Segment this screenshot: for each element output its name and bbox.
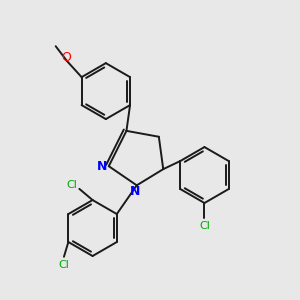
- Text: Cl: Cl: [58, 260, 69, 270]
- Text: N: N: [130, 185, 140, 198]
- Text: Cl: Cl: [67, 180, 77, 190]
- Text: Cl: Cl: [200, 221, 211, 231]
- Text: N: N: [97, 160, 107, 173]
- Text: O: O: [61, 52, 71, 64]
